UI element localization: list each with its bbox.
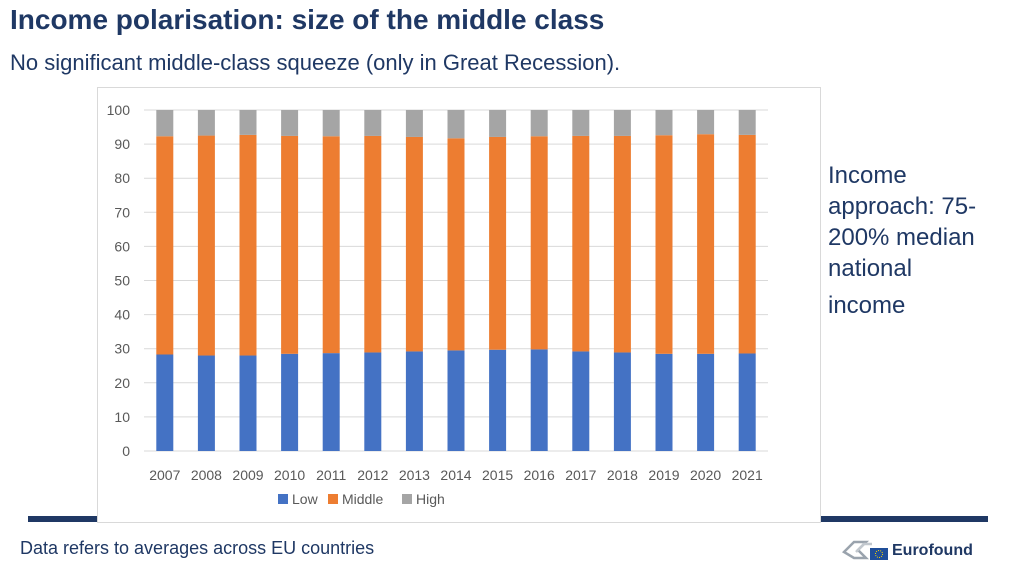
bar-segment-high	[239, 110, 257, 135]
x-tick-label: 2015	[482, 467, 513, 483]
bar-segment-middle	[364, 135, 382, 353]
y-tick-label: 90	[114, 136, 130, 152]
x-tick-label: 2018	[607, 467, 638, 483]
bar-segment-high	[156, 110, 174, 137]
y-tick-label: 0	[122, 443, 130, 459]
x-tick-label: 2019	[648, 467, 679, 483]
bar-segment-high	[530, 110, 548, 137]
y-tick-label: 20	[114, 375, 130, 391]
x-tick-label: 2009	[232, 467, 263, 483]
bar-segment-high	[197, 110, 215, 136]
side-note: Income approach: 75- 200% median nationa…	[828, 160, 1008, 321]
legend-swatch-middle	[328, 494, 338, 504]
bar-segment-low	[239, 355, 257, 451]
bar-segment-high	[489, 110, 507, 137]
side-note-line: Income	[828, 162, 907, 189]
y-tick-label: 70	[114, 204, 130, 220]
bar-segment-high	[697, 110, 715, 135]
eurofound-logo-icon	[841, 540, 888, 560]
bar-segment-low	[613, 352, 631, 451]
x-tick-label: 2017	[565, 467, 596, 483]
bar-segment-low	[156, 354, 174, 451]
bar-segment-middle	[239, 134, 257, 356]
bar-segment-low	[655, 353, 673, 451]
bar-segment-low	[530, 349, 548, 451]
y-tick-label: 60	[114, 238, 130, 254]
x-tick-label: 2014	[440, 467, 471, 483]
legend-label-middle: Middle	[342, 491, 383, 507]
y-tick-label: 40	[114, 307, 130, 323]
x-tick-label: 2012	[357, 467, 388, 483]
y-tick-label: 100	[107, 102, 131, 118]
bar-segment-middle	[447, 138, 465, 351]
bar-segment-middle	[572, 135, 590, 352]
bar-segment-middle	[655, 135, 673, 354]
bar-segment-high	[405, 110, 423, 137]
x-tick-label: 2010	[274, 467, 305, 483]
bar-segment-middle	[489, 136, 507, 350]
x-tick-label: 2007	[149, 467, 180, 483]
legend-label-high: High	[416, 491, 445, 507]
bar-segment-low	[489, 349, 507, 451]
eurofound-logo: Eurofound	[840, 536, 1020, 566]
bar-segment-middle	[156, 136, 174, 355]
x-tick-label: 2016	[524, 467, 555, 483]
bar-segment-middle	[697, 134, 715, 354]
legend-swatch-low	[278, 494, 288, 504]
bar-segment-low	[197, 355, 215, 451]
bar-segment-low	[405, 351, 423, 451]
bar-segment-low	[281, 353, 299, 451]
x-tick-label: 2008	[191, 467, 222, 483]
bar-segment-middle	[738, 134, 756, 354]
side-note-line: 200% median	[828, 224, 975, 251]
bar-segment-middle	[197, 135, 215, 356]
y-tick-label: 30	[114, 341, 130, 357]
page-title: Income polarisation: size of the middle …	[10, 4, 605, 35]
x-tick-label: 2021	[732, 467, 763, 483]
side-note-line: income	[828, 292, 906, 319]
legend-swatch-high	[402, 494, 412, 504]
bar-segment-high	[738, 110, 756, 135]
side-note-line: national	[828, 255, 913, 282]
y-tick-label: 50	[114, 273, 130, 289]
bar-segment-high	[447, 110, 465, 139]
page-subtitle: No significant middle-class squeeze (onl…	[10, 50, 621, 75]
x-tick-label: 2011	[316, 467, 346, 483]
bar-segment-low	[447, 350, 465, 451]
eurofound-logo-text: Eurofound	[892, 542, 973, 559]
bar-segment-low	[364, 352, 382, 451]
bar-segment-low	[322, 353, 340, 451]
bar-segment-middle	[281, 135, 299, 354]
bar-segment-middle	[530, 136, 548, 350]
bar-segment-high	[655, 110, 673, 136]
bar-segment-high	[572, 110, 590, 136]
bar-segment-high	[613, 110, 631, 136]
side-note-line: approach: 75-	[828, 193, 977, 220]
x-tick-label: 2020	[690, 467, 721, 483]
bar-segment-low	[738, 353, 756, 451]
bar-segment-middle	[322, 136, 340, 354]
y-tick-label: 10	[114, 409, 130, 425]
bar-segment-high	[364, 110, 382, 136]
y-tick-label: 80	[114, 170, 130, 186]
bar-segment-low	[697, 353, 715, 451]
legend-label-low: Low	[292, 491, 319, 507]
chart-panel: 0 10 20 30 40 50 60 70 80 90 100 2007 2008 2009 2010 20…	[97, 87, 821, 523]
bar-segment-middle	[613, 135, 631, 353]
bar-segment-high	[281, 110, 299, 136]
x-tick-label: 2013	[399, 467, 430, 483]
footnote: Data refers to averages across EU countr…	[20, 538, 375, 558]
bar-segment-low	[572, 351, 590, 451]
bar-segment-middle	[405, 136, 423, 352]
stacked-bar-chart: 0 10 20 30 40 50 60 70 80 90 100 2007 2008 2009 2010 20…	[107, 102, 768, 507]
bar-segment-high	[322, 110, 340, 137]
